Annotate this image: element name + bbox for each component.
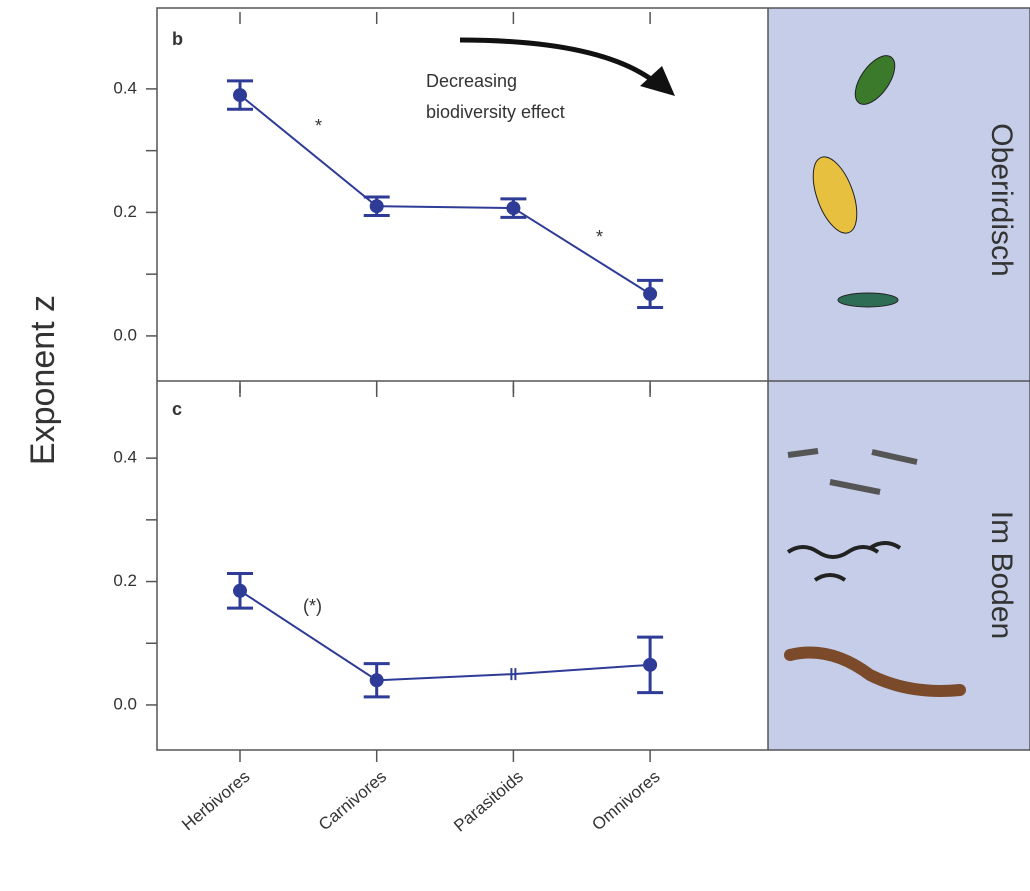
insect-icons bbox=[784, 55, 966, 697]
point bbox=[369, 673, 384, 688]
point bbox=[510, 668, 517, 681]
point bbox=[506, 201, 521, 216]
annotation: (*) bbox=[303, 596, 322, 616]
x-tick-label: Parasitoids bbox=[450, 767, 527, 836]
point bbox=[643, 286, 658, 301]
annotation: * bbox=[315, 116, 322, 136]
panel-label: c bbox=[172, 399, 182, 419]
arrowhead bbox=[640, 66, 675, 96]
frame bbox=[156, 7, 1030, 751]
y-tick-label: 0.0 bbox=[113, 325, 137, 344]
region-label: Im Boden bbox=[985, 511, 1018, 639]
point bbox=[369, 199, 384, 214]
y-tick-label: 0.0 bbox=[113, 694, 137, 713]
x-tick-label: Herbivores bbox=[178, 767, 253, 834]
point bbox=[233, 583, 247, 598]
region-label: Oberirdisch bbox=[985, 123, 1018, 276]
annotation: biodiversity effect bbox=[426, 102, 565, 122]
annotation: * bbox=[596, 227, 603, 247]
series-line bbox=[239, 94, 651, 295]
arrow bbox=[459, 37, 657, 84]
point bbox=[643, 657, 658, 672]
series-line bbox=[239, 589, 651, 682]
y-axis-label: Exponent z bbox=[24, 295, 62, 465]
annotation: Decreasing bbox=[426, 71, 517, 91]
x-tick-label: Omnivores bbox=[588, 767, 663, 834]
y-tick-label: 0.2 bbox=[113, 571, 137, 590]
y-tick-label: 0.2 bbox=[113, 202, 137, 221]
panel-label: b bbox=[172, 29, 183, 49]
y-tick-label: 0.4 bbox=[113, 78, 137, 97]
y-tick-label: 0.4 bbox=[113, 448, 137, 467]
x-tick-label: Carnivores bbox=[315, 767, 390, 834]
side-panel bbox=[768, 8, 1030, 750]
point bbox=[233, 88, 247, 103]
